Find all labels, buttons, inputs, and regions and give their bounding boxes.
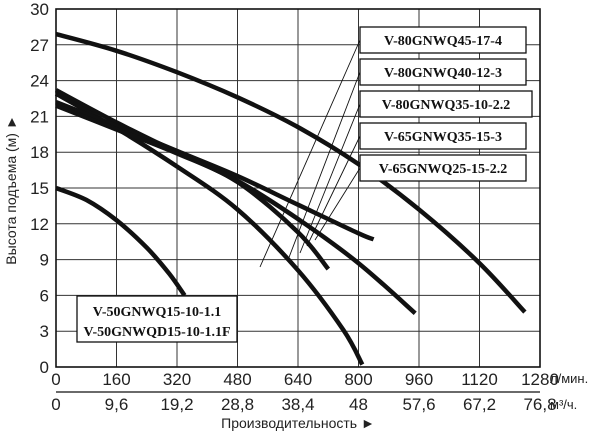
legend-box (359, 122, 527, 150)
y-tick-label: 30 (30, 0, 49, 19)
legend-leader-line (299, 103, 361, 254)
legend-entry-label: V-80GNWQ45-17-4 (384, 34, 502, 49)
x-tick-label-secondary: 0 (51, 395, 60, 414)
y-tick-label: 6 (40, 286, 49, 305)
y-tick-label: 12 (30, 215, 49, 234)
legend-leader-line (259, 39, 361, 268)
legend-entry-label: V-50GNWQD15-10-1.1F (83, 325, 230, 340)
legend-entry-label: V-65GNWQ35-15-3 (384, 130, 502, 145)
leader-lines (259, 39, 361, 268)
y-tick-label: 24 (30, 72, 49, 91)
legend-box (76, 295, 238, 343)
legend-entry-label: V-80GNWQ35-10-2.2 (382, 98, 510, 113)
x-tick-label-primary: 1280 (521, 370, 559, 389)
legend-leader-line (287, 71, 361, 261)
x-tick-label-secondary: 57,6 (402, 395, 435, 414)
legend-box (359, 90, 533, 118)
x-tick-label-primary: 0 (51, 370, 60, 389)
y-tick-label: 27 (30, 36, 49, 55)
x-tick-label-secondary: 48 (349, 395, 368, 414)
legend-leader-line (314, 167, 361, 241)
x-tick-label-primary: 480 (223, 370, 251, 389)
series-curve (55, 103, 331, 271)
y-tick-label: 18 (30, 143, 49, 162)
y-tick-label: 0 (40, 358, 49, 377)
legend: V-80GNWQ45-17-4 V-80GNWQ40-12-3 V-80GNWQ35… (76, 26, 533, 343)
x-axis-label: Производительность ► (221, 415, 375, 431)
x-tick-label-secondary: 38,4 (281, 395, 314, 414)
x-tick-label-secondary: 28,8 (221, 395, 254, 414)
x-unit-primary: л/мин. (550, 371, 588, 386)
x-tick-label-secondary: 9,6 (105, 395, 129, 414)
x-tick-label-primary: 320 (163, 370, 191, 389)
x-tick-label-secondary: 76,8 (523, 395, 556, 414)
y-tick-label: 15 (30, 179, 49, 198)
tick-labels: 001609,632019,248028,864038,48004896057,… (30, 0, 559, 414)
curves (54, 31, 527, 366)
x-tick-label-primary: 640 (284, 370, 312, 389)
x-tick-label-primary: 160 (102, 370, 130, 389)
x-tick-label-primary: 960 (405, 370, 433, 389)
legend-box (359, 26, 527, 54)
legend-entry-label: V-65GNWQ25-15-2.2 (379, 162, 507, 177)
series-curve (55, 100, 375, 242)
series-curve (55, 31, 527, 314)
legend-entry-label: V-80GNWQ40-12-3 (384, 66, 502, 81)
y-tick-label: 3 (40, 322, 49, 341)
x-tick-label-secondary: 19,2 (160, 395, 193, 414)
plot-frame (55, 8, 541, 393)
x-unit-secondary: м³/ч. (550, 397, 577, 412)
x-tick-label-primary: 1120 (461, 370, 498, 389)
y-tick-label: 9 (40, 251, 49, 270)
series-curve (55, 185, 187, 297)
legend-box (359, 58, 527, 86)
legend-entry-label: V-50GNWQ15-10-1.1 (93, 305, 221, 320)
y-tick-label: 21 (30, 107, 49, 126)
x-tick-label-primary: 800 (344, 370, 372, 389)
y-axis-label: Высота подъема (м) ► (3, 115, 19, 264)
legend-box (359, 154, 527, 182)
plot-border (55, 8, 541, 368)
legend-leader-line (306, 135, 361, 247)
x-tick-label-secondary: 67,2 (463, 395, 496, 414)
